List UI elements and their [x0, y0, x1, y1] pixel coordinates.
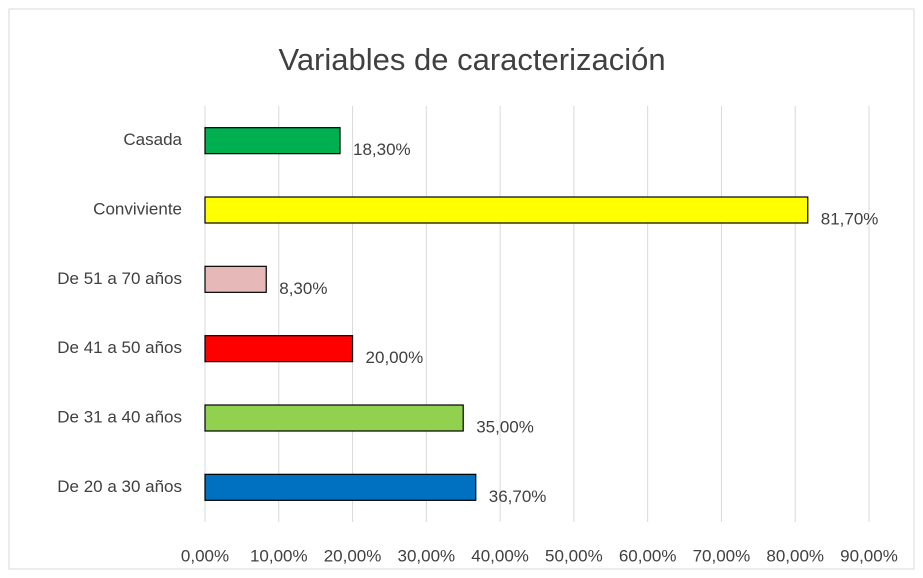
- x-tick-label: 90,00%: [840, 546, 898, 565]
- y-tick-label: Conviviente: [93, 199, 182, 218]
- bar: [204, 404, 464, 432]
- x-tick-label: 40,00%: [471, 546, 529, 565]
- value-label: 36,70%: [489, 487, 547, 506]
- value-label: 18,30%: [353, 140, 411, 159]
- x-tick-label: 10,00%: [250, 546, 308, 565]
- bar: [204, 127, 341, 155]
- x-tick-label: 50,00%: [545, 546, 603, 565]
- bar: [204, 473, 477, 501]
- value-label: 81,70%: [821, 209, 879, 228]
- x-tick-label: 30,00%: [397, 546, 455, 565]
- bar: [204, 265, 267, 293]
- x-tick-label: 80,00%: [766, 546, 824, 565]
- y-tick-label: De 51 a 70 años: [57, 269, 182, 288]
- x-tick-label: 70,00%: [693, 546, 751, 565]
- y-tick-label: Casada: [123, 130, 182, 149]
- y-tick-label: De 20 a 30 años: [57, 477, 182, 496]
- value-label: 35,00%: [476, 417, 534, 436]
- value-label: 20,00%: [366, 348, 424, 367]
- x-tick-label: 20,00%: [324, 546, 382, 565]
- value-label: 8,30%: [279, 279, 327, 298]
- chart-title: Variables de caracterización: [278, 42, 665, 77]
- y-tick-label: De 41 a 50 años: [57, 338, 182, 357]
- bar: [204, 335, 354, 363]
- bar: [204, 196, 809, 224]
- x-tick-label: 0,00%: [181, 546, 229, 565]
- y-tick-label: De 31 a 40 años: [57, 407, 182, 426]
- x-tick-label: 60,00%: [619, 546, 677, 565]
